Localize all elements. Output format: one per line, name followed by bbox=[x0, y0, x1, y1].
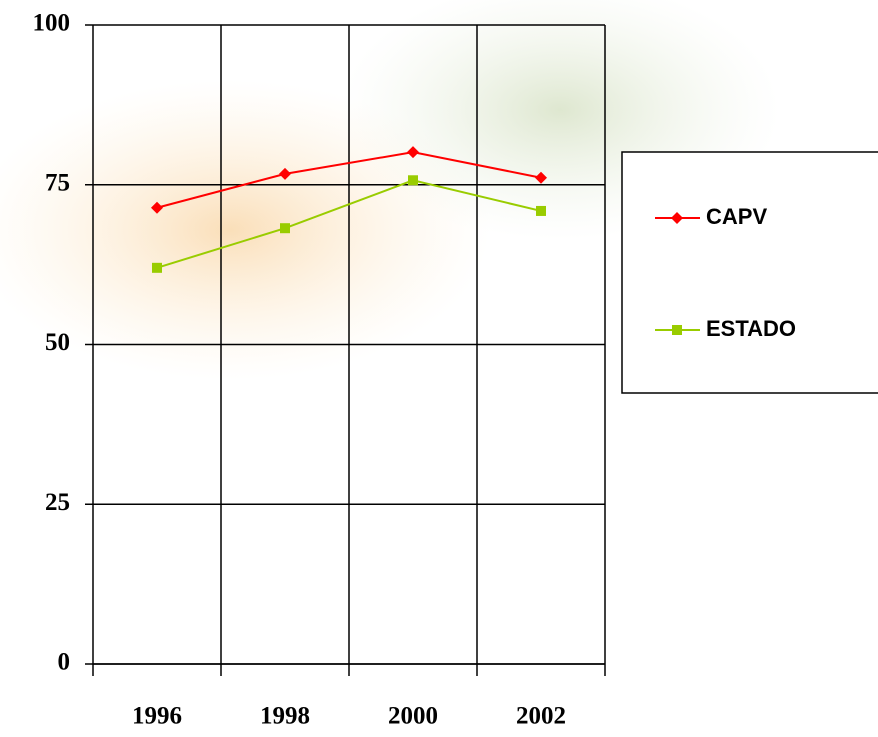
legend-label: ESTADO bbox=[706, 316, 796, 341]
x-tick-label: 2002 bbox=[516, 703, 566, 730]
x-tick-label: 1996 bbox=[132, 703, 182, 730]
y-tick-label: 75 bbox=[45, 169, 70, 196]
marker bbox=[535, 171, 547, 184]
marker bbox=[536, 205, 546, 216]
marker bbox=[280, 223, 290, 234]
marker bbox=[407, 146, 419, 159]
x-tick-label: 1998 bbox=[260, 703, 310, 730]
y-tick-label: 100 bbox=[33, 10, 71, 37]
legend-label: CAPV bbox=[706, 204, 767, 229]
series-line bbox=[156, 151, 542, 209]
y-tick-label: 50 bbox=[45, 329, 70, 356]
marker bbox=[279, 167, 291, 180]
marker bbox=[152, 262, 162, 273]
x-tick-label: 2000 bbox=[388, 703, 438, 730]
legend-box bbox=[621, 151, 878, 394]
series-line bbox=[156, 179, 542, 269]
y-tick-label: 25 bbox=[45, 489, 70, 516]
marker bbox=[408, 175, 418, 186]
marker bbox=[151, 201, 163, 214]
marker bbox=[671, 212, 683, 224]
y-tick-label: 0 bbox=[58, 649, 71, 676]
marker bbox=[672, 325, 682, 335]
